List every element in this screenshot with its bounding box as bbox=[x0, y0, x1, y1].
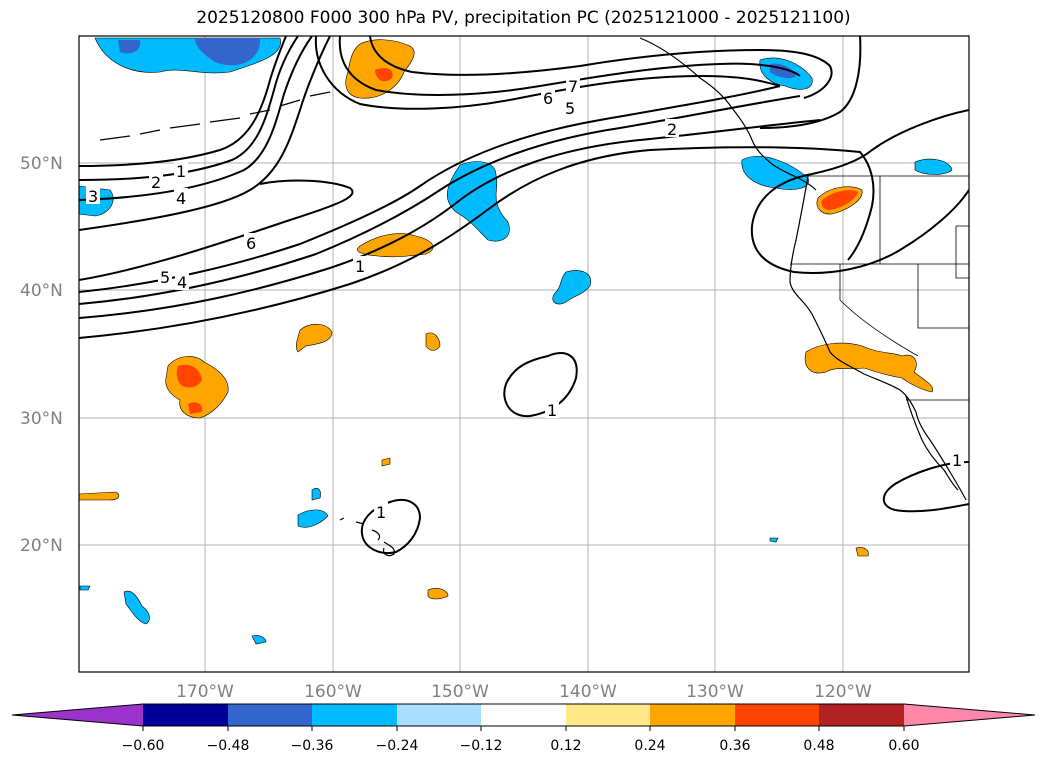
precip-blob-west-24n bbox=[79, 491, 120, 501]
colorbar-tick-label: −0.60 bbox=[122, 738, 165, 754]
pv-contour-1 bbox=[79, 36, 287, 167]
precip-blob-170w-33n-core bbox=[176, 364, 203, 414]
pv-contour-5a bbox=[79, 85, 781, 293]
colorbar-tick-label: −0.24 bbox=[376, 738, 419, 754]
precip-negative bbox=[79, 37, 953, 645]
border-states bbox=[790, 176, 969, 401]
contour-label-1-hawaii: 1 bbox=[376, 503, 386, 522]
colorbar-segment-9 bbox=[819, 704, 904, 726]
contour-label-4b: 4 bbox=[177, 273, 187, 292]
lon-label-130w: 130°W bbox=[686, 682, 744, 702]
colorbar-segment-8 bbox=[735, 704, 819, 726]
lon-label-150w: 150°W bbox=[431, 682, 489, 702]
pv-contour-1n bbox=[759, 36, 862, 129]
contour-labels: 1 2 3 4 6 5 4 1 7 6 5 2 1 1 1 bbox=[88, 77, 962, 522]
borders bbox=[790, 175, 969, 401]
precip-blob-aleutian-east-core bbox=[375, 68, 393, 82]
pv-contours bbox=[79, 36, 969, 554]
aleutian-chain bbox=[99, 91, 331, 141]
lon-label-140w: 140°W bbox=[559, 682, 617, 702]
latitude-labels: 50°N 40°N 30°N 20°N bbox=[20, 154, 63, 556]
precip-blob-150w-50n bbox=[447, 161, 510, 242]
pv-contour-1e bbox=[882, 461, 969, 513]
coastline-us-west bbox=[789, 175, 967, 501]
contour-label-6-north: 6 bbox=[543, 89, 553, 108]
hawaii-islands bbox=[339, 517, 395, 557]
map-frame bbox=[78, 35, 970, 673]
colorbar: −0.60 −0.48 −0.36 −0.24 −0.12 0.12 0.24 … bbox=[11, 703, 1036, 754]
colorbar-tick-label: 0.12 bbox=[550, 738, 581, 754]
pv-contour-5n bbox=[369, 36, 833, 99]
precip-blob-oregon-core bbox=[821, 190, 858, 210]
pv-contour-oregon bbox=[750, 109, 969, 275]
pv-contour-4 bbox=[79, 36, 331, 231]
precip-blob-south-small bbox=[79, 537, 779, 645]
colorbar-segment-arrow-high bbox=[904, 704, 1035, 726]
lon-label-120w: 120°W bbox=[814, 682, 872, 702]
precip-blob-montana bbox=[914, 158, 953, 175]
precip-blob-south-small-pos bbox=[381, 457, 869, 600]
colorbar-tick-label: 0.24 bbox=[634, 738, 665, 754]
pv-contour-4a bbox=[79, 95, 801, 305]
colorbar-tick-label: 0.60 bbox=[888, 738, 919, 754]
precip-blob-152w-35n bbox=[425, 332, 441, 351]
contour-label-1: 1 bbox=[176, 162, 186, 181]
contour-label-3: 3 bbox=[88, 187, 98, 206]
contour-label-5-north: 5 bbox=[565, 99, 575, 118]
pv-contour-3 bbox=[79, 36, 313, 201]
lon-label-160w: 160°W bbox=[304, 682, 362, 702]
colorbar-tick-label: 0.48 bbox=[803, 738, 834, 754]
longitude-labels: 170°W 160°W 150°W 140°W 130°W 120°W bbox=[176, 682, 872, 702]
precip-blob-california bbox=[804, 342, 934, 393]
pv-contour-6n bbox=[338, 36, 801, 96]
contour-label-2: 2 bbox=[151, 173, 161, 192]
map-title: 2025120800 F000 300 hPa PV, precipitatio… bbox=[196, 8, 851, 28]
precip-blob-south-west bbox=[123, 590, 150, 625]
colorbar-segment-7 bbox=[650, 704, 735, 726]
contour-label-5: 5 bbox=[160, 268, 170, 287]
pv-contour-2 bbox=[79, 36, 299, 181]
precip-blob-aleutian-west-core bbox=[118, 38, 261, 66]
pv-contour-1c bbox=[503, 351, 578, 418]
pv-contour-7n bbox=[314, 36, 781, 110]
colorbar-segment-6 bbox=[566, 704, 650, 726]
contour-label-1b: 1 bbox=[355, 257, 365, 276]
colorbar-ticks bbox=[142, 726, 905, 731]
contour-label-7-north: 7 bbox=[568, 77, 578, 96]
lat-label-20n: 20°N bbox=[20, 536, 63, 556]
precip-blob-vancouver bbox=[741, 156, 809, 190]
colorbar-segment-2 bbox=[228, 704, 312, 726]
pv-contour-2a bbox=[79, 119, 821, 319]
precip-blob-164w-35n bbox=[296, 323, 333, 353]
contour-label-1-east: 1 bbox=[952, 451, 962, 470]
colorbar-segment-3 bbox=[312, 704, 397, 726]
contour-label-2-north: 2 bbox=[667, 120, 677, 139]
coastline-baja bbox=[905, 395, 959, 491]
contour-label-6: 6 bbox=[246, 234, 256, 253]
pv-contour-6 bbox=[79, 179, 354, 281]
lat-label-50n: 50°N bbox=[20, 154, 63, 174]
pv-contour-1a bbox=[79, 146, 875, 339]
colorbar-tick-label: −0.36 bbox=[291, 738, 334, 754]
colorbar-segment-5 bbox=[481, 704, 566, 726]
lon-label-170w: 170°W bbox=[176, 682, 234, 702]
colorbar-tick-label: −0.48 bbox=[207, 738, 250, 754]
colorbar-tick-label: −0.12 bbox=[460, 738, 503, 754]
precip-blob-hawaii-west bbox=[297, 488, 329, 528]
pv-contour-1d bbox=[360, 499, 422, 554]
colorbar-segment-4 bbox=[397, 704, 481, 726]
colorbar-segment-1 bbox=[143, 704, 228, 726]
colorbar-segment-arrow-low bbox=[12, 704, 143, 726]
contour-label-halos bbox=[86, 76, 964, 520]
contour-label-1-central: 1 bbox=[547, 401, 557, 420]
lat-label-30n: 30°N bbox=[20, 409, 63, 429]
gridlines bbox=[79, 36, 969, 672]
lat-label-40n: 40°N bbox=[20, 281, 63, 301]
precip-blob-143w-40n bbox=[552, 270, 591, 305]
colorbar-tick-label: 0.36 bbox=[719, 738, 750, 754]
contour-label-4: 4 bbox=[176, 189, 186, 208]
